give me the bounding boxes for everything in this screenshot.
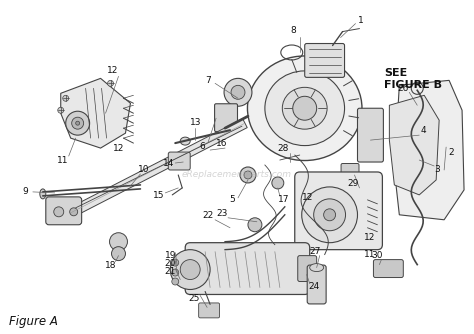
Text: Figure A: Figure A: [9, 315, 58, 328]
FancyBboxPatch shape: [307, 265, 326, 304]
Text: 21: 21: [164, 267, 176, 276]
Polygon shape: [394, 80, 464, 220]
Circle shape: [324, 209, 336, 221]
Circle shape: [293, 96, 317, 120]
Circle shape: [248, 218, 262, 232]
Text: 15: 15: [153, 191, 164, 200]
Text: 12: 12: [113, 144, 124, 153]
Text: 6: 6: [199, 142, 205, 151]
Circle shape: [172, 259, 179, 266]
Text: 8: 8: [290, 26, 296, 35]
Text: 5: 5: [229, 195, 235, 204]
Circle shape: [170, 249, 210, 290]
FancyBboxPatch shape: [168, 152, 190, 170]
Text: 16: 16: [216, 139, 228, 148]
Text: 17: 17: [278, 195, 290, 204]
FancyBboxPatch shape: [215, 104, 237, 132]
Circle shape: [72, 117, 83, 129]
Text: 11: 11: [57, 156, 68, 165]
FancyBboxPatch shape: [185, 243, 310, 295]
Text: eReplacementParts.com: eReplacementParts.com: [182, 170, 292, 179]
Text: 20: 20: [164, 259, 176, 268]
Text: 10: 10: [137, 165, 149, 174]
Circle shape: [180, 260, 200, 280]
Text: 25: 25: [189, 294, 200, 303]
Text: 3: 3: [434, 165, 440, 174]
Circle shape: [63, 95, 69, 101]
Text: 19: 19: [164, 251, 176, 260]
Text: 12: 12: [364, 233, 375, 242]
Text: 4: 4: [420, 126, 426, 135]
Circle shape: [111, 247, 126, 261]
Text: 9: 9: [22, 187, 28, 196]
Text: 13: 13: [191, 118, 202, 127]
Circle shape: [109, 233, 128, 250]
FancyBboxPatch shape: [305, 43, 345, 77]
Text: 1: 1: [357, 16, 364, 25]
FancyBboxPatch shape: [295, 172, 383, 249]
Circle shape: [302, 187, 357, 243]
Text: SEE
FIGURE B: SEE FIGURE B: [384, 68, 442, 90]
Text: 12: 12: [302, 193, 313, 202]
Circle shape: [76, 121, 80, 125]
Circle shape: [244, 171, 252, 179]
Ellipse shape: [310, 264, 324, 272]
Text: 22: 22: [202, 211, 214, 220]
Text: 14: 14: [163, 159, 174, 168]
FancyBboxPatch shape: [199, 303, 219, 318]
Circle shape: [224, 78, 252, 106]
Polygon shape: [389, 95, 439, 195]
Text: 24: 24: [308, 282, 319, 291]
Text: 23: 23: [216, 209, 228, 218]
Ellipse shape: [283, 87, 327, 129]
Circle shape: [272, 177, 284, 189]
FancyBboxPatch shape: [357, 108, 383, 162]
Text: 29: 29: [348, 179, 359, 188]
Circle shape: [54, 207, 64, 217]
Circle shape: [314, 199, 346, 231]
Text: 27: 27: [309, 247, 320, 256]
Circle shape: [58, 107, 64, 113]
Text: 26: 26: [398, 84, 409, 93]
Text: 11: 11: [364, 250, 375, 259]
FancyBboxPatch shape: [374, 260, 403, 278]
Ellipse shape: [180, 137, 190, 145]
Circle shape: [70, 208, 78, 216]
Text: 12: 12: [107, 66, 118, 75]
Ellipse shape: [247, 56, 362, 161]
Text: 2: 2: [448, 148, 454, 157]
Text: 28: 28: [277, 144, 289, 153]
Circle shape: [172, 269, 179, 276]
FancyBboxPatch shape: [298, 256, 317, 282]
Ellipse shape: [40, 189, 46, 199]
Circle shape: [240, 167, 256, 183]
Polygon shape: [61, 78, 130, 148]
Polygon shape: [68, 119, 247, 217]
Ellipse shape: [265, 71, 345, 146]
FancyBboxPatch shape: [46, 197, 82, 225]
Circle shape: [172, 278, 179, 285]
Text: 18: 18: [105, 261, 116, 270]
Text: 30: 30: [372, 251, 383, 260]
FancyBboxPatch shape: [341, 164, 359, 188]
Circle shape: [108, 80, 113, 86]
Circle shape: [231, 86, 245, 99]
Circle shape: [66, 111, 90, 135]
Text: 7: 7: [205, 76, 211, 85]
